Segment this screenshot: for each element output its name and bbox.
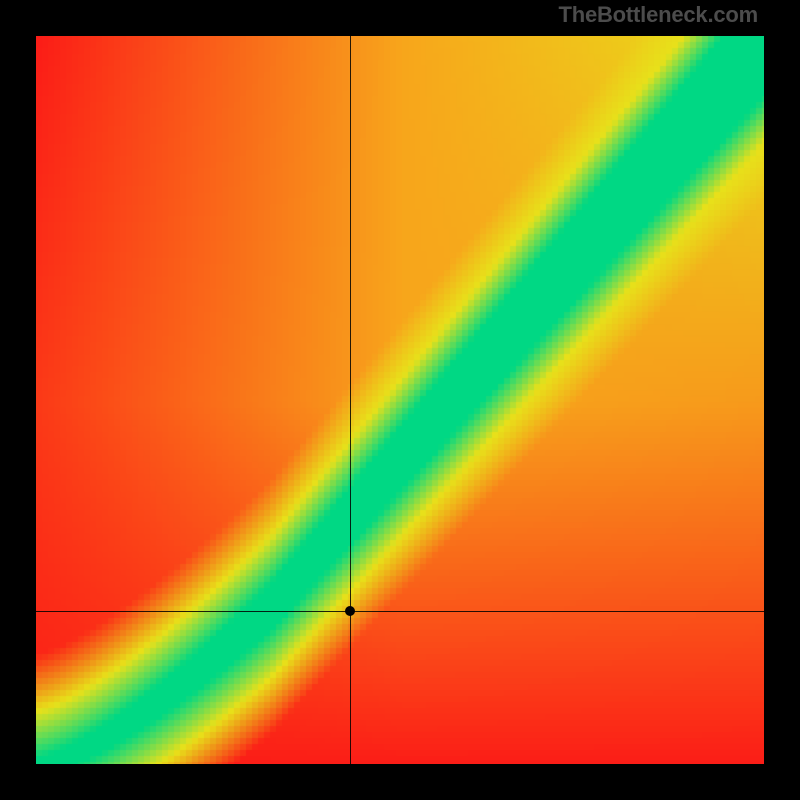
heatmap-canvas <box>36 36 764 764</box>
bottleneck-heatmap-root: { "watermark": { "text": "TheBottleneck.… <box>0 0 800 800</box>
watermark-text: TheBottleneck.com <box>558 2 758 28</box>
heatmap-plot <box>36 36 764 764</box>
